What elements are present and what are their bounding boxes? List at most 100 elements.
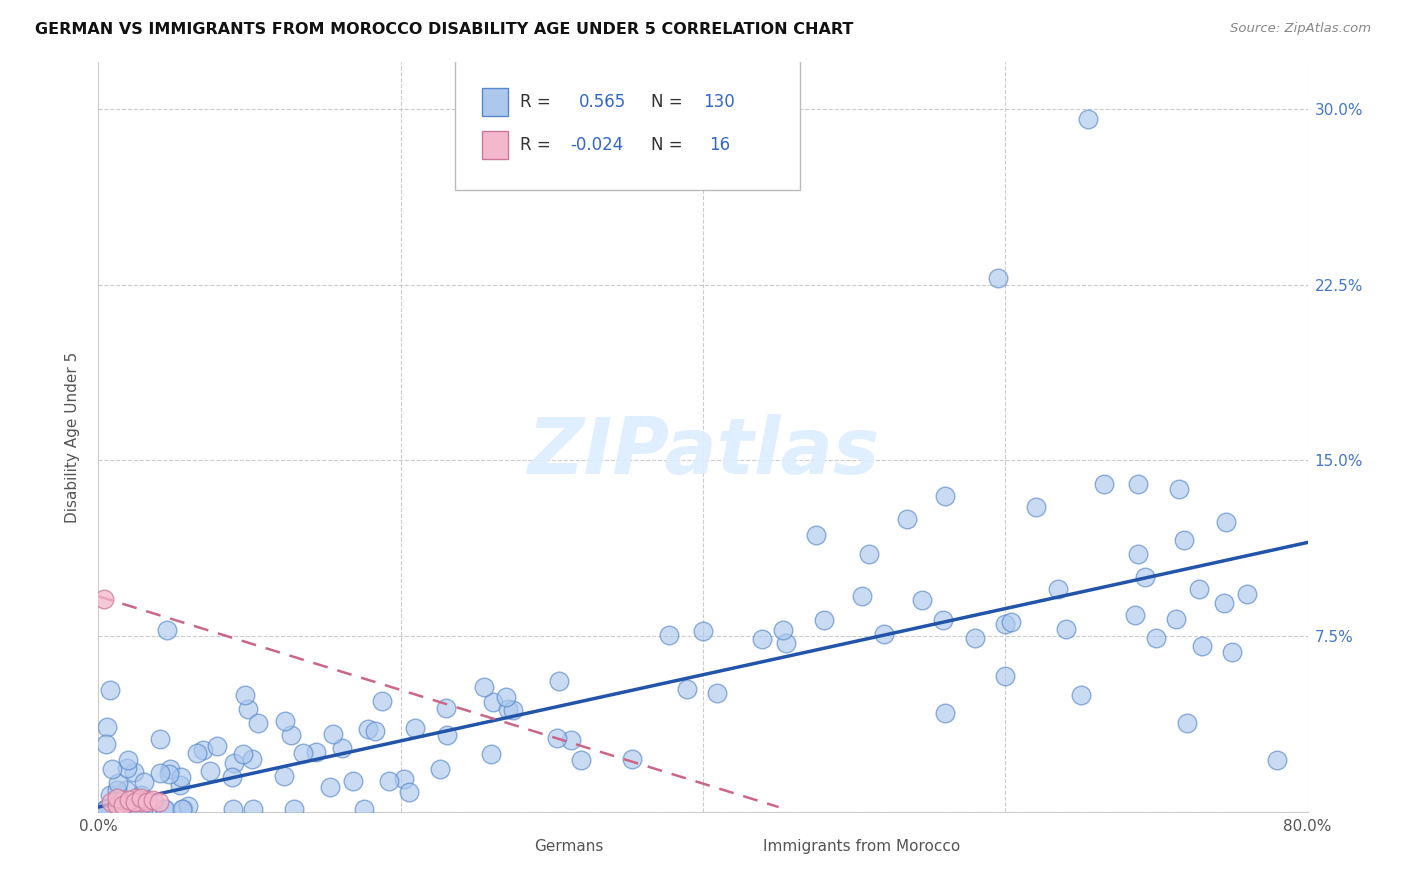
Text: 0.565: 0.565 — [578, 93, 626, 112]
Point — [134, 775, 156, 789]
Point — [128, 802, 150, 816]
Point — [117, 753, 139, 767]
Point — [172, 802, 194, 816]
Point — [139, 802, 162, 816]
Point — [378, 774, 401, 789]
Point — [342, 773, 364, 788]
Point — [98, 788, 121, 802]
Point — [107, 802, 129, 816]
Point — [205, 739, 228, 754]
Point — [101, 763, 124, 777]
Point — [305, 745, 328, 759]
Point — [153, 802, 176, 816]
Point — [148, 796, 170, 810]
Point — [987, 271, 1010, 285]
Point — [94, 802, 117, 816]
Point — [240, 752, 263, 766]
Point — [149, 731, 172, 746]
Point — [371, 694, 394, 708]
Point — [1000, 615, 1022, 630]
Point — [1070, 688, 1092, 702]
Point — [232, 747, 254, 761]
Text: R =: R = — [520, 93, 557, 112]
Point — [434, 701, 457, 715]
Point — [560, 733, 582, 747]
Point — [1213, 596, 1236, 610]
Point — [1175, 715, 1198, 730]
Point — [105, 783, 128, 797]
Point — [159, 763, 181, 777]
Point — [94, 802, 117, 816]
Point — [235, 688, 257, 702]
Point — [1077, 112, 1099, 126]
Point — [157, 767, 180, 781]
Point — [274, 714, 297, 728]
Y-axis label: Disability Age Under 5: Disability Age Under 5 — [65, 351, 80, 523]
Point — [94, 802, 117, 816]
Point — [932, 613, 955, 627]
FancyBboxPatch shape — [498, 836, 524, 858]
Point — [247, 716, 270, 731]
Point — [107, 802, 129, 816]
Point — [1092, 476, 1115, 491]
Point — [191, 743, 214, 757]
Point — [474, 680, 496, 694]
Point — [177, 799, 200, 814]
Point — [104, 793, 127, 807]
Point — [96, 720, 118, 734]
Point — [1135, 570, 1157, 584]
Point — [132, 802, 155, 816]
Point — [569, 753, 592, 767]
Point — [94, 802, 117, 816]
FancyBboxPatch shape — [482, 88, 509, 116]
Point — [135, 796, 157, 810]
Point — [1188, 582, 1211, 596]
Point — [124, 796, 146, 810]
Point — [114, 783, 136, 797]
Point — [1236, 587, 1258, 601]
Point — [94, 802, 117, 816]
Point — [851, 589, 873, 603]
Point — [1054, 622, 1077, 636]
Point — [481, 695, 503, 709]
Point — [495, 690, 517, 704]
Point — [364, 723, 387, 738]
Point — [198, 764, 221, 779]
Point — [221, 771, 243, 785]
Point — [93, 591, 115, 606]
Point — [994, 669, 1017, 683]
Point — [546, 731, 568, 745]
Point — [172, 802, 194, 816]
Text: Source: ZipAtlas.com: Source: ZipAtlas.com — [1230, 22, 1371, 36]
Point — [676, 682, 699, 697]
Text: GERMAN VS IMMIGRANTS FROM MOROCCO DISABILITY AGE UNDER 5 CORRELATION CHART: GERMAN VS IMMIGRANTS FROM MOROCCO DISABI… — [35, 22, 853, 37]
Point — [620, 752, 643, 766]
Point — [100, 796, 122, 810]
Point — [806, 528, 828, 542]
Text: Immigrants from Morocco: Immigrants from Morocco — [763, 839, 960, 855]
Point — [934, 489, 956, 503]
Point — [242, 802, 264, 816]
Point — [1220, 646, 1243, 660]
Point — [813, 613, 835, 627]
Point — [221, 802, 243, 816]
Point — [404, 721, 426, 735]
Point — [429, 762, 451, 776]
Point — [105, 790, 128, 805]
Point — [131, 789, 153, 803]
Point — [280, 728, 302, 742]
Point — [772, 623, 794, 637]
Point — [122, 764, 145, 779]
Point — [965, 632, 987, 646]
Point — [1191, 640, 1213, 654]
Point — [120, 802, 142, 816]
Point — [97, 802, 120, 816]
Point — [1173, 533, 1195, 547]
Point — [118, 793, 141, 807]
Point — [238, 702, 260, 716]
FancyBboxPatch shape — [456, 59, 800, 190]
Point — [692, 624, 714, 639]
Point — [94, 737, 117, 751]
Point — [858, 547, 880, 561]
Text: ZIPatlas: ZIPatlas — [527, 414, 879, 490]
